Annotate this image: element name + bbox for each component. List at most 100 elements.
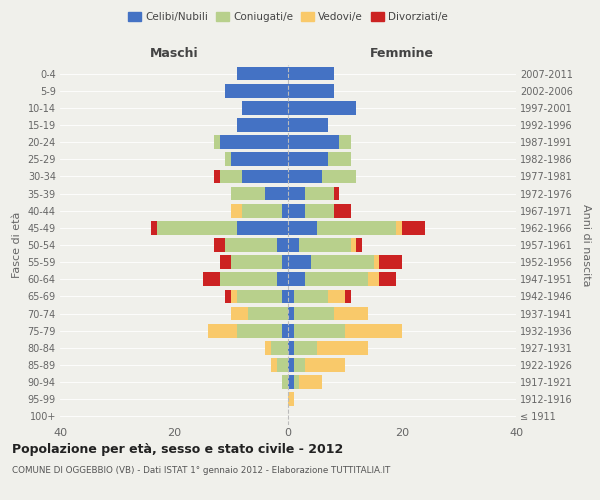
Y-axis label: Anni di nascita: Anni di nascita: [581, 204, 592, 286]
Bar: [236, 221, 288, 234]
Legend: Celibi/Nubili, Coniugati/e, Vedovi/e, Divorziati/e: Celibi/Nubili, Coniugati/e, Vedovi/e, Di…: [124, 8, 452, 26]
Bar: [231, 256, 283, 269]
Bar: [214, 136, 220, 149]
Bar: [305, 272, 368, 286]
Bar: [277, 358, 288, 372]
Bar: [373, 256, 379, 269]
Bar: [288, 306, 294, 320]
Bar: [265, 341, 271, 354]
Bar: [379, 256, 402, 269]
Bar: [288, 152, 328, 166]
Bar: [288, 66, 334, 80]
Bar: [288, 136, 340, 149]
Bar: [288, 84, 334, 98]
Bar: [288, 101, 356, 114]
Bar: [214, 238, 226, 252]
Bar: [288, 170, 322, 183]
Bar: [226, 290, 231, 304]
Bar: [288, 186, 305, 200]
Bar: [345, 324, 402, 338]
Bar: [299, 238, 350, 252]
Bar: [231, 152, 288, 166]
Bar: [334, 306, 368, 320]
Bar: [288, 118, 328, 132]
Y-axis label: Fasce di età: Fasce di età: [12, 212, 22, 278]
Bar: [248, 306, 288, 320]
Bar: [237, 324, 283, 338]
Bar: [402, 221, 425, 234]
Bar: [288, 290, 294, 304]
Bar: [231, 204, 242, 218]
Bar: [283, 324, 288, 338]
Bar: [236, 66, 288, 80]
Bar: [288, 221, 317, 234]
Bar: [288, 238, 299, 252]
Bar: [317, 221, 397, 234]
Bar: [294, 341, 317, 354]
Bar: [208, 324, 236, 338]
Bar: [294, 324, 345, 338]
Bar: [288, 204, 305, 218]
Text: Maschi: Maschi: [149, 47, 199, 60]
Bar: [237, 290, 283, 304]
Bar: [242, 101, 288, 114]
Bar: [151, 221, 157, 234]
Bar: [277, 272, 288, 286]
Bar: [203, 272, 220, 286]
Bar: [294, 358, 305, 372]
Bar: [379, 272, 397, 286]
Bar: [328, 290, 345, 304]
Bar: [226, 152, 231, 166]
Bar: [322, 170, 356, 183]
Bar: [288, 341, 294, 354]
Bar: [328, 152, 350, 166]
Bar: [220, 256, 231, 269]
Bar: [283, 290, 288, 304]
Bar: [288, 358, 294, 372]
Bar: [220, 272, 277, 286]
Bar: [283, 256, 288, 269]
Bar: [242, 204, 283, 218]
Bar: [294, 290, 328, 304]
Bar: [157, 221, 236, 234]
Bar: [340, 136, 350, 149]
Text: Femmine: Femmine: [370, 47, 434, 60]
Bar: [305, 204, 334, 218]
Text: Popolazione per età, sesso e stato civile - 2012: Popolazione per età, sesso e stato civil…: [12, 442, 343, 456]
Bar: [220, 170, 242, 183]
Bar: [299, 376, 322, 389]
Bar: [334, 204, 351, 218]
Bar: [265, 186, 288, 200]
Bar: [288, 376, 294, 389]
Bar: [271, 358, 277, 372]
Bar: [356, 238, 362, 252]
Bar: [231, 186, 265, 200]
Bar: [242, 170, 288, 183]
Text: COMUNE DI OGGEBBIO (VB) - Dati ISTAT 1° gennaio 2012 - Elaborazione TUTTITALIA.I: COMUNE DI OGGEBBIO (VB) - Dati ISTAT 1° …: [12, 466, 391, 475]
Bar: [231, 306, 248, 320]
Bar: [317, 341, 368, 354]
Bar: [226, 238, 277, 252]
Bar: [311, 256, 373, 269]
Bar: [283, 204, 288, 218]
Bar: [220, 136, 288, 149]
Bar: [350, 238, 356, 252]
Bar: [288, 392, 294, 406]
Bar: [231, 290, 236, 304]
Bar: [277, 238, 288, 252]
Bar: [214, 170, 220, 183]
Bar: [271, 341, 288, 354]
Bar: [294, 376, 299, 389]
Bar: [236, 118, 288, 132]
Bar: [334, 186, 340, 200]
Bar: [345, 290, 350, 304]
Bar: [283, 376, 288, 389]
Bar: [397, 221, 402, 234]
Bar: [226, 84, 288, 98]
Bar: [288, 256, 311, 269]
Bar: [288, 324, 294, 338]
Bar: [305, 358, 345, 372]
Bar: [294, 306, 334, 320]
Bar: [305, 186, 334, 200]
Bar: [368, 272, 379, 286]
